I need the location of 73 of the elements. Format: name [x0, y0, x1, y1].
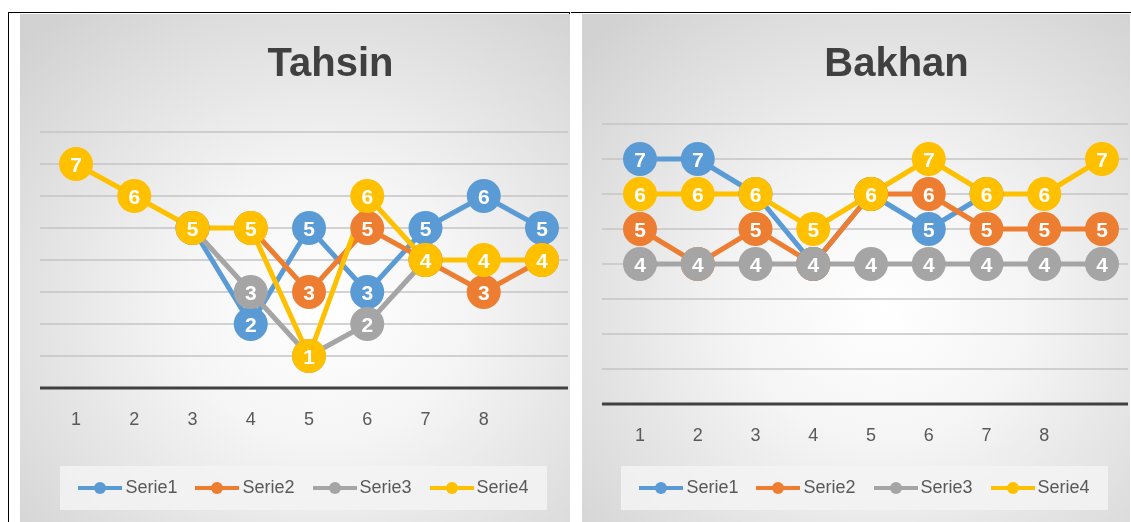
data-label: 5 [1095, 217, 1108, 240]
data-label: 6 [127, 184, 140, 207]
x-tick-label: 8 [1038, 424, 1049, 445]
legend-label: Serie3 [920, 477, 973, 498]
x-tick-label: 7 [419, 408, 431, 429]
legend-label: Serie4 [1037, 477, 1090, 498]
data-label: 3 [244, 280, 257, 303]
data-label: 4 [1037, 252, 1050, 275]
data-label: 5 [922, 217, 935, 240]
data-label: 6 [980, 182, 992, 205]
data-label: 5 [806, 217, 819, 240]
x-tick-label: 1 [70, 408, 81, 429]
legend-label: Serie2 [242, 477, 295, 498]
data-label: 7 [691, 147, 704, 170]
x-tick-label: 6 [923, 424, 934, 445]
x-tick-label: 4 [245, 408, 256, 429]
data-label: 3 [302, 280, 315, 303]
x-tick-label: 1 [634, 424, 645, 445]
x-tick-label: 5 [865, 424, 876, 445]
x-tick-label: 8 [478, 408, 489, 429]
data-label: 5 [419, 216, 432, 239]
data-label: 1 [302, 344, 315, 367]
data-label: 5 [980, 217, 993, 240]
data-label: 4 [806, 252, 819, 275]
data-label: 3 [360, 280, 373, 303]
x-tick-label: 4 [807, 424, 818, 445]
data-label: 6 [864, 182, 877, 205]
chart-title: Bakhan [823, 38, 970, 86]
data-label: 6 [691, 182, 704, 205]
data-label: 6 [360, 184, 373, 207]
data-label: 6 [922, 182, 935, 205]
data-label: 5 [749, 217, 762, 240]
legend-label: Serie2 [803, 477, 856, 498]
data-label: 5 [360, 216, 373, 239]
chart-title: Tahsin [266, 38, 395, 86]
legend-label: Serie1 [125, 477, 178, 498]
data-label: 4 [980, 252, 993, 275]
data-label: 5 [302, 216, 315, 239]
legend-label: Serie1 [686, 477, 739, 498]
legend-label: Serie3 [359, 477, 412, 498]
data-label: 5 [1037, 217, 1050, 240]
data-label: 4 [535, 248, 548, 271]
data-label: 7 [69, 152, 82, 175]
data-label: 4 [691, 252, 704, 275]
x-tick-label: 2 [128, 408, 139, 429]
data-label: 3 [477, 280, 490, 303]
data-label: 5 [186, 216, 199, 239]
x-tick-label: 3 [186, 408, 198, 429]
x-tick-label: 7 [980, 424, 992, 445]
x-tick-label: 6 [361, 408, 372, 429]
data-label: 4 [419, 248, 432, 271]
data-label: 6 [1037, 182, 1050, 205]
data-label: 7 [1095, 147, 1108, 170]
x-tick-label: 5 [303, 408, 314, 429]
data-label: 6 [633, 182, 646, 205]
data-label: 6 [477, 184, 490, 207]
data-label: 4 [633, 252, 646, 275]
legend-label: Serie4 [476, 477, 529, 498]
data-label: 5 [244, 216, 257, 239]
data-label: 2 [244, 312, 257, 335]
x-tick-label: 2 [692, 424, 703, 445]
data-label: 4 [864, 252, 877, 275]
data-label: 7 [633, 147, 646, 170]
data-label: 5 [535, 216, 548, 239]
data-label: 2 [360, 312, 373, 335]
data-label: 6 [749, 182, 761, 205]
data-label: 4 [922, 252, 935, 275]
x-tick-label: 3 [749, 424, 761, 445]
data-label: 5 [633, 217, 646, 240]
data-label: 4 [749, 252, 762, 275]
data-label: 7 [922, 147, 935, 170]
data-label: 4 [477, 248, 490, 271]
data-label: 4 [1095, 252, 1108, 275]
